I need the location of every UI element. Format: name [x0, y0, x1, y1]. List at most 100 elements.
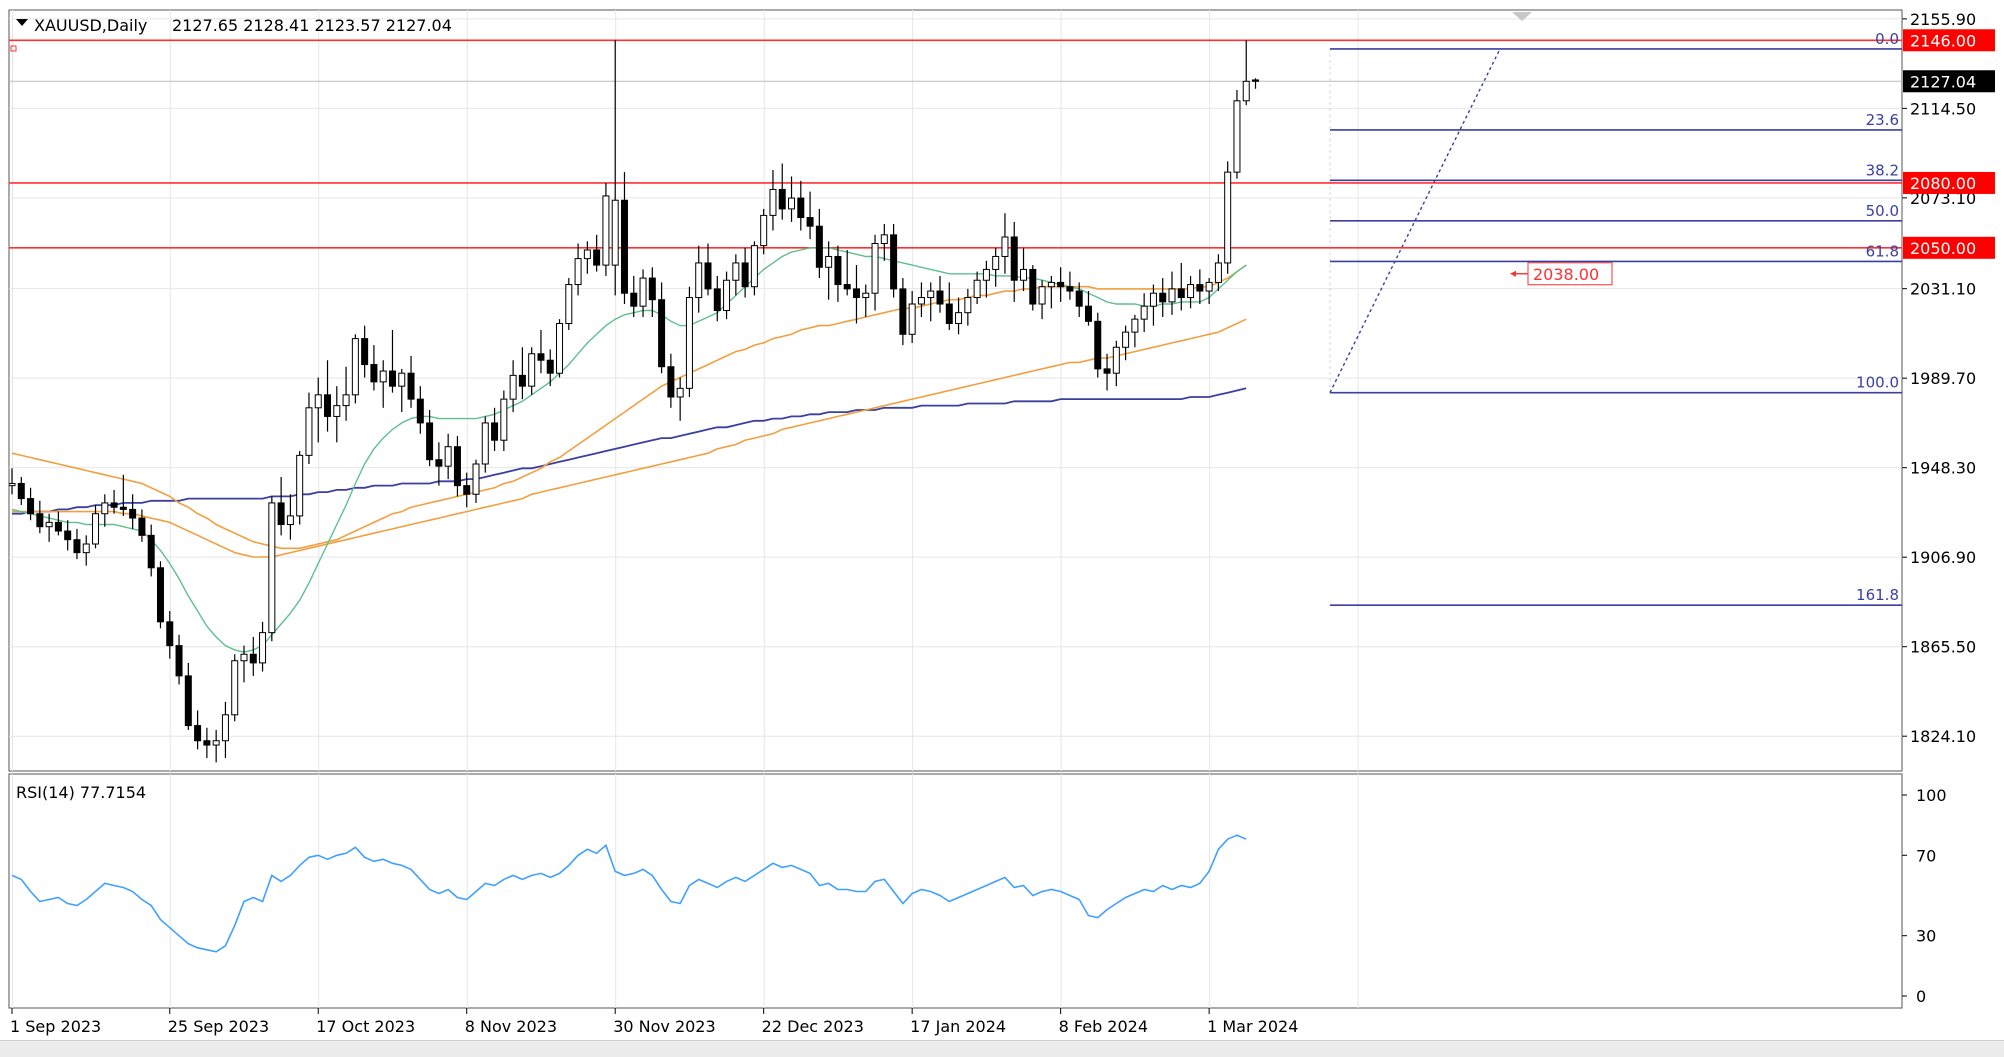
candle-bullish: [788, 197, 796, 210]
ma-slow-line: [12, 387, 1247, 515]
candle-bullish: [444, 446, 452, 467]
date-label: 30 Nov 2023: [613, 1017, 715, 1036]
candle-bearish: [416, 398, 424, 424]
rsi-pane[interactable]: [8, 773, 1903, 1009]
candle-bearish: [27, 498, 35, 515]
rsi-tick-label: 0: [1916, 987, 1926, 1006]
price-tick-label: 1906.90: [1910, 548, 1976, 567]
candle-bullish: [602, 195, 610, 266]
candle-bullish: [1168, 288, 1176, 303]
candle-bullish: [583, 249, 591, 260]
candle-bullish: [296, 454, 304, 517]
candle-bullish: [1140, 305, 1148, 320]
candle-bearish: [388, 370, 396, 387]
candle-bearish: [249, 653, 257, 664]
candle-bullish: [685, 297, 693, 389]
price-badge: [1903, 236, 1995, 259]
price-badge-label: 2080.00: [1910, 174, 1976, 193]
candle-bearish: [658, 299, 666, 368]
candle-bullish: [917, 297, 925, 305]
ohlc-values: 2127.65 2128.41 2123.57 2127.04: [172, 16, 452, 35]
date-label: 17 Jan 2024: [910, 1017, 1006, 1036]
candle-bullish: [955, 312, 963, 324]
candle-bullish: [1187, 284, 1195, 299]
date-label: 8 Nov 2023: [465, 1017, 557, 1036]
candle-bullish: [1020, 268, 1028, 281]
candle-bullish: [611, 199, 619, 266]
candle-bullish: [92, 513, 100, 545]
candle-bearish: [890, 234, 898, 290]
candle-bullish: [1205, 281, 1213, 292]
fibonacci-labels: 0.0 23.6 38.2 50.0 61.8 100.0 161.8: [1856, 30, 1899, 604]
candle-bearish: [834, 255, 842, 286]
fib-level-label: 161.8: [1856, 586, 1899, 604]
candle-bearish: [119, 506, 127, 510]
candle-bearish: [806, 217, 814, 227]
candle-bearish: [1066, 286, 1074, 292]
candle-bearish: [370, 364, 378, 383]
fibonacci-retracement[interactable]: [1329, 48, 1902, 606]
candle-bearish: [64, 530, 72, 541]
date-label: 1 Sep 2023: [10, 1017, 101, 1036]
candle-bearish: [361, 338, 369, 366]
candle-bullish: [723, 279, 731, 312]
alert-box: [1527, 262, 1613, 286]
candle-bullish: [342, 394, 350, 407]
dropdown-triangle-icon[interactable]: [16, 19, 28, 26]
candle-bullish: [398, 372, 406, 387]
candle-bearish: [537, 353, 545, 361]
candle-bullish: [992, 255, 1000, 270]
rsi-header: RSI(14) 77.7154: [16, 783, 146, 802]
candle-bearish: [166, 621, 174, 647]
price-tick-label: 1865.50: [1910, 638, 1976, 657]
candle-bullish: [351, 338, 359, 396]
candle-bullish: [871, 242, 879, 294]
candle-bearish: [778, 188, 786, 210]
price-tick-label: 2031.10: [1910, 280, 1976, 299]
candle-bearish: [54, 521, 62, 532]
rsi-axis: 100 70 30 0: [1902, 786, 1947, 1006]
price-tick-label: 2155.90: [1910, 10, 1976, 29]
candle-bullish: [259, 632, 267, 664]
rsi-indicator: [11, 834, 1247, 953]
candle-bullish: [565, 284, 573, 324]
candle-bearish: [1103, 368, 1111, 374]
candlesticks: [9, 40, 1260, 763]
fib-level-label: 23.6: [1866, 111, 1899, 129]
candle-bearish: [899, 288, 907, 335]
horizontal-levels[interactable]: [9, 39, 1902, 249]
candle-bearish: [435, 459, 443, 467]
candle-bearish: [797, 197, 805, 219]
main-chart-pane[interactable]: [8, 9, 1903, 772]
candle-bearish: [546, 359, 554, 374]
candle-bearish: [593, 249, 601, 266]
fib-level-label: 100.0: [1856, 374, 1899, 392]
price-tick-label: 1824.10: [1910, 727, 1976, 746]
candle-bearish: [203, 740, 211, 746]
candle-bullish: [1112, 346, 1120, 374]
candle-bearish: [36, 513, 44, 528]
chart-shift-marker-icon[interactable]: [1512, 12, 1532, 21]
candle-bearish: [277, 502, 285, 526]
candle-bearish: [491, 422, 499, 441]
candle-bearish: [815, 225, 823, 268]
rsi-tick-label: 30: [1916, 927, 1936, 946]
price-tick-label: 2114.50: [1910, 99, 1976, 118]
candle-bearish: [1094, 320, 1102, 370]
candle-bearish: [17, 482, 25, 500]
candle-bullish: [314, 394, 322, 409]
alert-marker[interactable]: 2038.00: [1510, 262, 1613, 286]
level-anchor-icon[interactable]: [10, 45, 17, 52]
fib-trend-line: [1329, 48, 1501, 393]
candle-bearish: [463, 485, 471, 495]
candle-bearish: [1252, 79, 1260, 82]
candle-bullish: [1131, 318, 1139, 333]
candle-bearish: [713, 288, 721, 312]
candle-bullish: [45, 521, 53, 528]
fib-level-label: 0.0: [1875, 30, 1899, 48]
candle-bullish: [750, 245, 758, 288]
candle-bullish: [1149, 292, 1157, 307]
candle-bullish: [221, 714, 229, 742]
candle-bearish: [843, 284, 851, 290]
